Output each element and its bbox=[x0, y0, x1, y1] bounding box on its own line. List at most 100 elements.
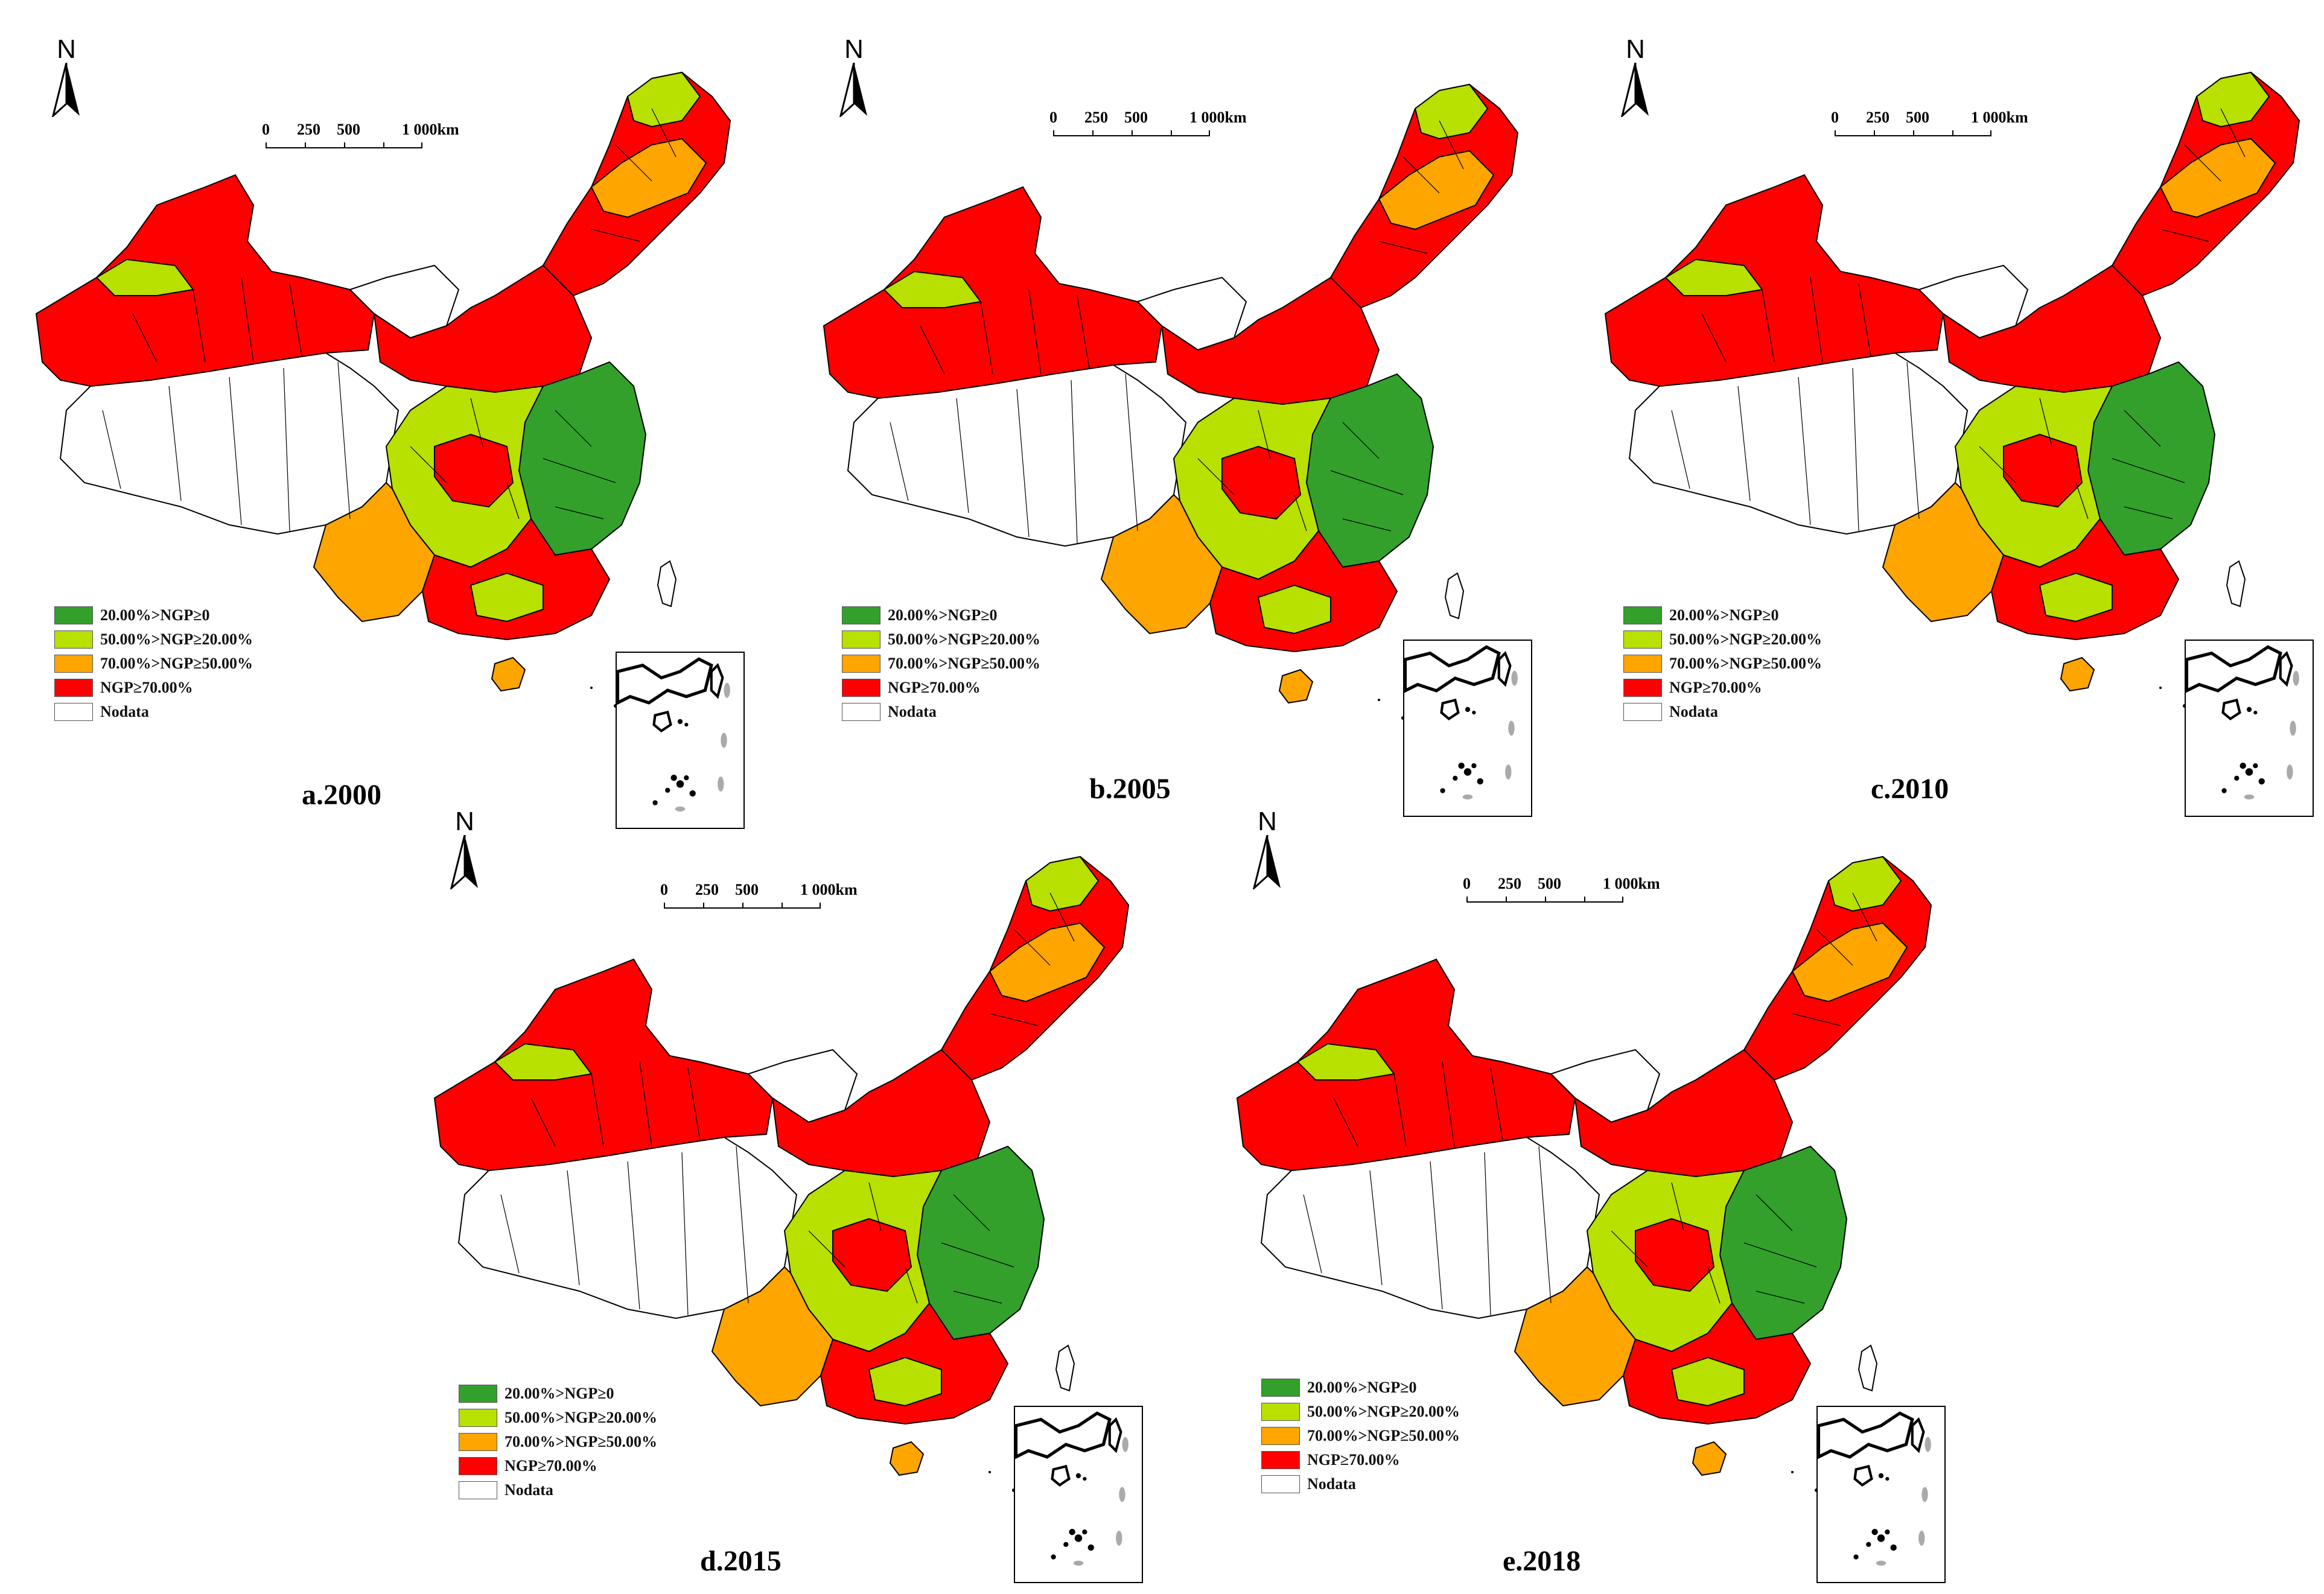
legend-swatch bbox=[1623, 703, 1662, 721]
scale-label-0: 0 bbox=[660, 881, 668, 898]
region-northwest bbox=[433, 958, 774, 1172]
scale-tick bbox=[1622, 897, 1623, 901]
region-hainan bbox=[1278, 668, 1314, 704]
region-central-red bbox=[832, 1218, 912, 1292]
scale-label-0: 0 bbox=[1831, 109, 1839, 126]
scale-tick bbox=[1171, 130, 1172, 135]
choropleth-map bbox=[1604, 71, 2300, 726]
region-northeast-lime bbox=[1025, 856, 1100, 912]
scale-tick bbox=[1835, 130, 1836, 135]
panel-caption: a.2000 bbox=[302, 779, 381, 811]
region-northwest bbox=[823, 186, 1163, 399]
inset-map bbox=[2185, 645, 2299, 800]
scale-label-1000km: 1 000km bbox=[1971, 109, 2028, 126]
region-hainan bbox=[2060, 656, 2095, 692]
legend-item: 50.00%>NGP≥20.00% bbox=[459, 1406, 657, 1430]
scale-tick bbox=[820, 903, 821, 907]
legend-item: 70.00%>NGP≥50.00% bbox=[459, 1430, 657, 1454]
south-china-sea-inset bbox=[2185, 640, 2314, 817]
region-north bbox=[1942, 264, 2162, 393]
scale-label-250: 250 bbox=[1084, 109, 1108, 126]
legend-label: 50.00%>NGP≥20.00% bbox=[1669, 630, 1822, 648]
region-northwest bbox=[1604, 174, 1944, 387]
north-label: N bbox=[1626, 34, 1645, 64]
north-arrow: N bbox=[48, 36, 84, 120]
scale-tick bbox=[1132, 130, 1133, 135]
legend-item: NGP≥70.00% bbox=[1261, 1448, 1460, 1472]
region-northwest bbox=[1236, 958, 1576, 1172]
legend-label: NGP≥70.00% bbox=[888, 679, 981, 696]
legend-label: 70.00%>NGP≥50.00% bbox=[888, 655, 1040, 672]
scale-line bbox=[1053, 135, 1210, 136]
legend-item: 70.00%>NGP≥50.00% bbox=[54, 652, 253, 676]
legend-item: Nodata bbox=[1623, 700, 1822, 724]
legend-item: 50.00%>NGP≥20.00% bbox=[1623, 627, 1822, 652]
region-north bbox=[771, 1049, 991, 1178]
legend-item: 70.00%>NGP≥50.00% bbox=[1623, 652, 1822, 676]
scale-label-500: 500 bbox=[337, 121, 360, 138]
north-arrow-icon bbox=[1620, 62, 1649, 119]
legend-label: Nodata bbox=[1669, 703, 1718, 720]
panel-caption: b.2005 bbox=[1089, 773, 1171, 805]
scale-label-0: 0 bbox=[1463, 875, 1471, 892]
legend-swatch bbox=[842, 630, 880, 649]
legend-label: 70.00%>NGP≥50.00% bbox=[505, 1433, 657, 1450]
choropleth-map bbox=[823, 83, 1519, 738]
region-taiwan bbox=[1858, 1344, 1878, 1392]
legend-item: NGP≥70.00% bbox=[1623, 676, 1822, 700]
county-boundaries bbox=[1671, 108, 2246, 532]
scale-tick bbox=[1584, 897, 1585, 901]
legend-label: Nodata bbox=[888, 703, 937, 720]
region-taiwan bbox=[657, 560, 677, 608]
scale-line bbox=[664, 907, 821, 909]
legend-label: 70.00%>NGP≥50.00% bbox=[1669, 655, 1822, 672]
legend-swatch bbox=[54, 630, 93, 649]
scale-tick bbox=[1990, 130, 1991, 135]
region-northeast-lime bbox=[626, 71, 701, 128]
legend-label: 20.00%>NGP≥0 bbox=[505, 1385, 614, 1402]
scale-bar: 0 250 500 1 000km bbox=[1049, 109, 1247, 139]
scale-tick bbox=[1209, 130, 1210, 135]
county-boundaries bbox=[890, 120, 1464, 544]
scale-tick bbox=[305, 142, 306, 147]
region-taiwan bbox=[1055, 1344, 1075, 1392]
legend-item: Nodata bbox=[1261, 1472, 1460, 1496]
region-northeast-lime bbox=[1827, 856, 1902, 912]
scale-label-0: 0 bbox=[262, 121, 270, 138]
region-northeast-lime bbox=[2195, 71, 2270, 128]
choropleth-map bbox=[433, 856, 1130, 1510]
legend-item: Nodata bbox=[842, 700, 1040, 724]
scale-tick bbox=[1053, 130, 1054, 135]
scale-label-250: 250 bbox=[1866, 109, 1889, 126]
legend-swatch bbox=[1623, 630, 1662, 649]
legend-label: 50.00%>NGP≥20.00% bbox=[888, 630, 1040, 648]
legend-label: 20.00%>NGP≥0 bbox=[100, 606, 210, 624]
legend: 20.00%>NGP≥0 50.00%>NGP≥20.00% 70.00%>NG… bbox=[1261, 1376, 1460, 1496]
south-china-sea-inset bbox=[1403, 640, 1532, 817]
scale-tick bbox=[1952, 130, 1953, 135]
legend-item: 20.00%>NGP≥0 bbox=[1261, 1376, 1460, 1400]
legend-swatch bbox=[1261, 1403, 1300, 1421]
legend-swatch bbox=[1623, 606, 1662, 624]
north-label: N bbox=[844, 34, 864, 64]
legend-swatch bbox=[842, 703, 880, 721]
inset-map bbox=[1014, 1411, 1129, 1566]
scale-bar: 0 250 500 1 000km bbox=[1463, 875, 1660, 905]
legend: 20.00%>NGP≥0 50.00%>NGP≥20.00% 70.00%>NG… bbox=[54, 603, 253, 724]
region-south-lime bbox=[1257, 584, 1331, 635]
choropleth-map bbox=[1236, 856, 1932, 1510]
scale-tick bbox=[421, 142, 422, 147]
legend-item: Nodata bbox=[459, 1478, 657, 1502]
county-boundaries bbox=[102, 108, 677, 532]
county-boundaries bbox=[500, 892, 1075, 1316]
legend-swatch bbox=[54, 655, 93, 673]
region-central-red bbox=[2003, 433, 2083, 508]
scale-line bbox=[1835, 135, 1991, 136]
region-north bbox=[1160, 276, 1380, 405]
legend-swatch bbox=[1261, 1451, 1300, 1469]
legend-item: 20.00%>NGP≥0 bbox=[459, 1382, 657, 1406]
scale-label-250: 250 bbox=[297, 121, 320, 138]
north-arrow-icon bbox=[1252, 834, 1281, 891]
legend-swatch bbox=[1623, 655, 1662, 673]
scale-bar: 0 250 500 1 000km bbox=[1831, 109, 2028, 139]
